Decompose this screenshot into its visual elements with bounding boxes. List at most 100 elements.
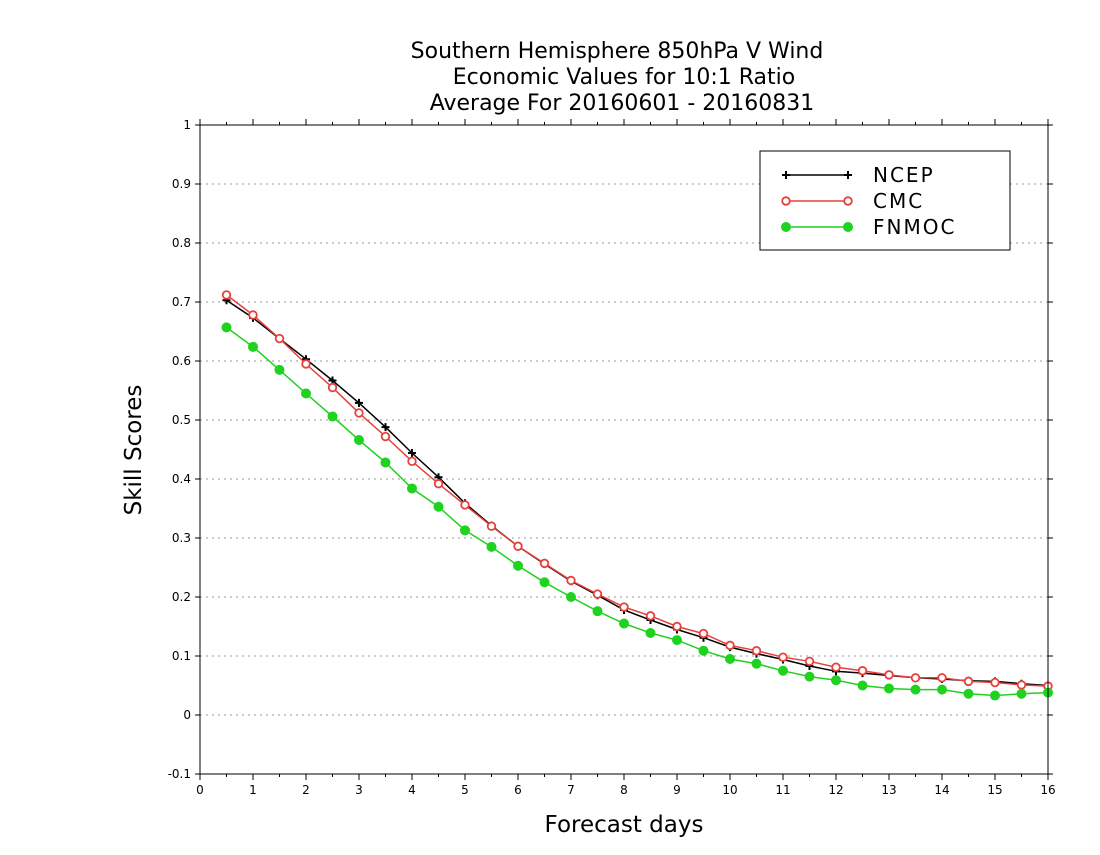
data-point-cmc <box>672 621 682 632</box>
data-point-cmc <box>274 333 285 344</box>
data-point-cmc <box>725 640 735 651</box>
series-line-cmc <box>226 294 1049 687</box>
data-point-fnmoc <box>672 635 682 646</box>
data-point-fnmoc <box>248 341 258 352</box>
data-point-fnmoc <box>274 364 285 375</box>
y-tick-label: 0.1 <box>172 649 191 663</box>
x-tick-label: 12 <box>828 783 843 797</box>
x-tick-label: 8 <box>620 783 628 797</box>
data-point-fnmoc <box>619 618 629 629</box>
data-point-fnmoc <box>354 435 364 446</box>
x-tick-label: 7 <box>567 783 575 797</box>
data-point-ncep <box>381 423 390 432</box>
data-point-fnmoc <box>539 577 550 588</box>
data-point-cmc <box>857 666 868 676</box>
data-point-cmc <box>433 479 444 489</box>
x-axis-label: Forecast days <box>545 812 704 838</box>
chart-title-line-3: Average For 20160601 - 20160831 <box>430 91 815 116</box>
data-point-cmc <box>751 645 762 656</box>
data-point-cmc <box>937 673 947 683</box>
x-tick-label: 14 <box>934 783 949 797</box>
data-point-cmc <box>460 500 470 510</box>
data-point-cmc <box>778 652 788 662</box>
y-tick-label: 0.9 <box>172 177 191 191</box>
y-tick-label: -0.1 <box>168 767 191 781</box>
series-layer <box>221 290 1053 701</box>
data-point-cmc <box>698 628 709 639</box>
data-point-cmc <box>380 431 391 442</box>
legend-marker-fnmoc <box>843 222 853 232</box>
data-point-fnmoc <box>778 665 788 676</box>
data-point-fnmoc <box>751 658 762 669</box>
y-tick-label: 0.4 <box>172 472 191 486</box>
data-point-cmc <box>990 677 1000 688</box>
x-tick-label: 10 <box>722 783 737 797</box>
data-point-fnmoc <box>513 560 523 571</box>
series-fnmoc <box>221 322 1053 701</box>
data-point-fnmoc <box>327 411 338 422</box>
data-point-fnmoc <box>301 388 311 399</box>
data-point-ncep <box>408 449 416 458</box>
y-tick-label: 0.7 <box>172 295 191 309</box>
legend-label-ncep: NCEP <box>873 163 935 187</box>
data-point-cmc <box>486 521 497 531</box>
x-tick-label: 16 <box>1040 783 1055 797</box>
data-point-fnmoc <box>566 592 576 602</box>
data-point-cmc <box>407 456 417 466</box>
data-point-cmc <box>592 589 603 599</box>
y-tick-label: 0.6 <box>172 354 191 368</box>
series-line-fnmoc <box>226 326 1049 697</box>
series-cmc <box>221 290 1053 691</box>
y-axis-label: Skill Scores <box>121 385 147 516</box>
legend-marker-fnmoc <box>781 222 791 232</box>
data-point-fnmoc <box>592 606 603 617</box>
data-point-cmc <box>566 575 576 586</box>
x-tick-label: 3 <box>355 783 363 797</box>
data-point-fnmoc <box>884 683 894 694</box>
data-point-fnmoc <box>831 675 841 686</box>
data-point-fnmoc <box>221 322 232 333</box>
data-point-cmc <box>354 408 364 418</box>
data-point-cmc <box>539 558 550 569</box>
y-tick-label: 0.2 <box>172 590 191 604</box>
x-tick-label: 9 <box>673 783 681 797</box>
data-point-fnmoc <box>698 645 709 656</box>
x-tick-label: 4 <box>408 783 416 797</box>
series-ncep <box>222 296 1052 690</box>
x-tick-label: 5 <box>461 783 469 797</box>
data-point-fnmoc <box>910 684 921 695</box>
grid-layer <box>200 183 1048 716</box>
x-tick-label: 1 <box>249 783 257 797</box>
data-point-fnmoc <box>1016 688 1027 699</box>
y-tick-label: 1 <box>183 118 191 132</box>
y-tick-label: 0.5 <box>172 413 191 427</box>
data-point-fnmoc <box>804 671 815 682</box>
data-point-fnmoc <box>407 483 417 494</box>
chart-title-line-1: Southern Hemisphere 850hPa V Wind <box>411 39 824 64</box>
data-point-cmc <box>221 290 232 300</box>
data-point-cmc <box>619 602 629 612</box>
legend-marker-ncep <box>844 171 852 179</box>
y-tick-label: 0.8 <box>172 236 191 250</box>
data-point-fnmoc <box>963 688 974 699</box>
legend-marker-cmc <box>781 196 791 206</box>
y-tick-label: 0 <box>183 708 191 722</box>
x-tick-label: 15 <box>987 783 1002 797</box>
chart-title-line-2: Economic Values for 10:1 Ratio <box>453 65 795 90</box>
data-point-ncep <box>355 398 363 407</box>
data-point-cmc <box>1016 680 1027 690</box>
x-tick-label: 13 <box>881 783 896 797</box>
data-point-cmc <box>804 656 815 667</box>
x-tick-label: 11 <box>775 783 790 797</box>
data-point-fnmoc <box>460 525 470 536</box>
data-point-cmc <box>884 670 894 680</box>
legend-marker-cmc <box>843 196 853 206</box>
data-point-cmc <box>831 662 841 672</box>
data-point-fnmoc <box>645 627 656 638</box>
data-point-fnmoc <box>990 690 1000 701</box>
data-point-fnmoc <box>433 501 444 512</box>
data-point-cmc <box>910 673 921 683</box>
